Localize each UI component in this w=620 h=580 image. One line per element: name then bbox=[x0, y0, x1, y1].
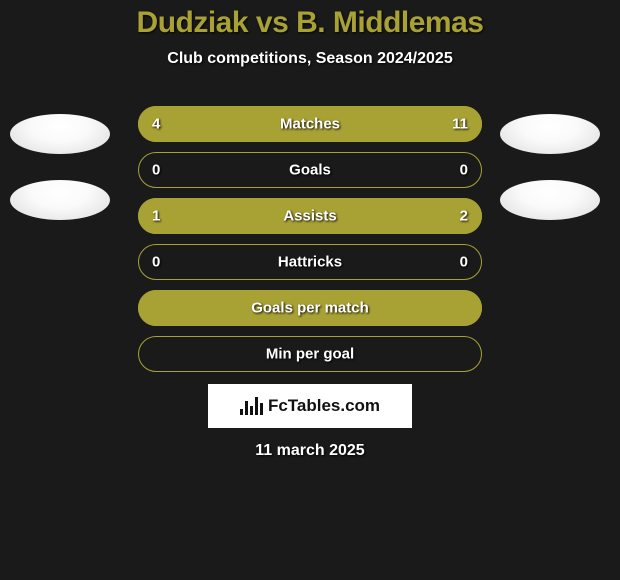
right-player-slots bbox=[500, 114, 600, 220]
brand-chart-icon bbox=[240, 397, 262, 415]
player-slot bbox=[10, 114, 110, 154]
stat-row: 4 Matches 11 bbox=[138, 106, 482, 142]
player-slot bbox=[500, 180, 600, 220]
stat-value-left: 4 bbox=[152, 116, 160, 133]
stat-label: Hattricks bbox=[278, 254, 342, 271]
brand-text: FcTables.com bbox=[268, 396, 380, 416]
stat-value-left: 1 bbox=[152, 208, 160, 225]
comparison-rows: 4 Matches 11 0 Goals 0 1 Assists 2 0 Hattricks 0 Goa… bbox=[138, 106, 482, 372]
stat-row: 1 Assists 2 bbox=[138, 198, 482, 234]
stat-label: Goals per match bbox=[251, 300, 369, 317]
left-player-slots bbox=[10, 114, 110, 220]
stat-value-left: 0 bbox=[152, 254, 160, 271]
stat-value-right: 0 bbox=[460, 254, 468, 271]
stat-row: Goals per match bbox=[138, 290, 482, 326]
generated-date: 11 march 2025 bbox=[0, 442, 620, 460]
stat-fill-right bbox=[230, 106, 482, 142]
stat-row: 0 Goals 0 bbox=[138, 152, 482, 188]
player-slot bbox=[10, 180, 110, 220]
page-title: Dudziak vs B. Middlemas bbox=[0, 6, 620, 40]
stat-value-right: 11 bbox=[452, 116, 468, 133]
stat-value-right: 0 bbox=[460, 162, 468, 179]
stat-row: 0 Hattricks 0 bbox=[138, 244, 482, 280]
player-slot bbox=[500, 114, 600, 154]
stat-value-right: 2 bbox=[460, 208, 468, 225]
stat-label: Goals bbox=[289, 162, 331, 179]
stat-value-left: 0 bbox=[152, 162, 160, 179]
stat-row: Min per goal bbox=[138, 336, 482, 372]
stat-label: Min per goal bbox=[266, 346, 354, 363]
brand-badge: FcTables.com bbox=[208, 384, 412, 428]
stat-label: Assists bbox=[283, 208, 336, 225]
subtitle: Club competitions, Season 2024/2025 bbox=[0, 50, 620, 68]
stat-label: Matches bbox=[280, 116, 340, 133]
